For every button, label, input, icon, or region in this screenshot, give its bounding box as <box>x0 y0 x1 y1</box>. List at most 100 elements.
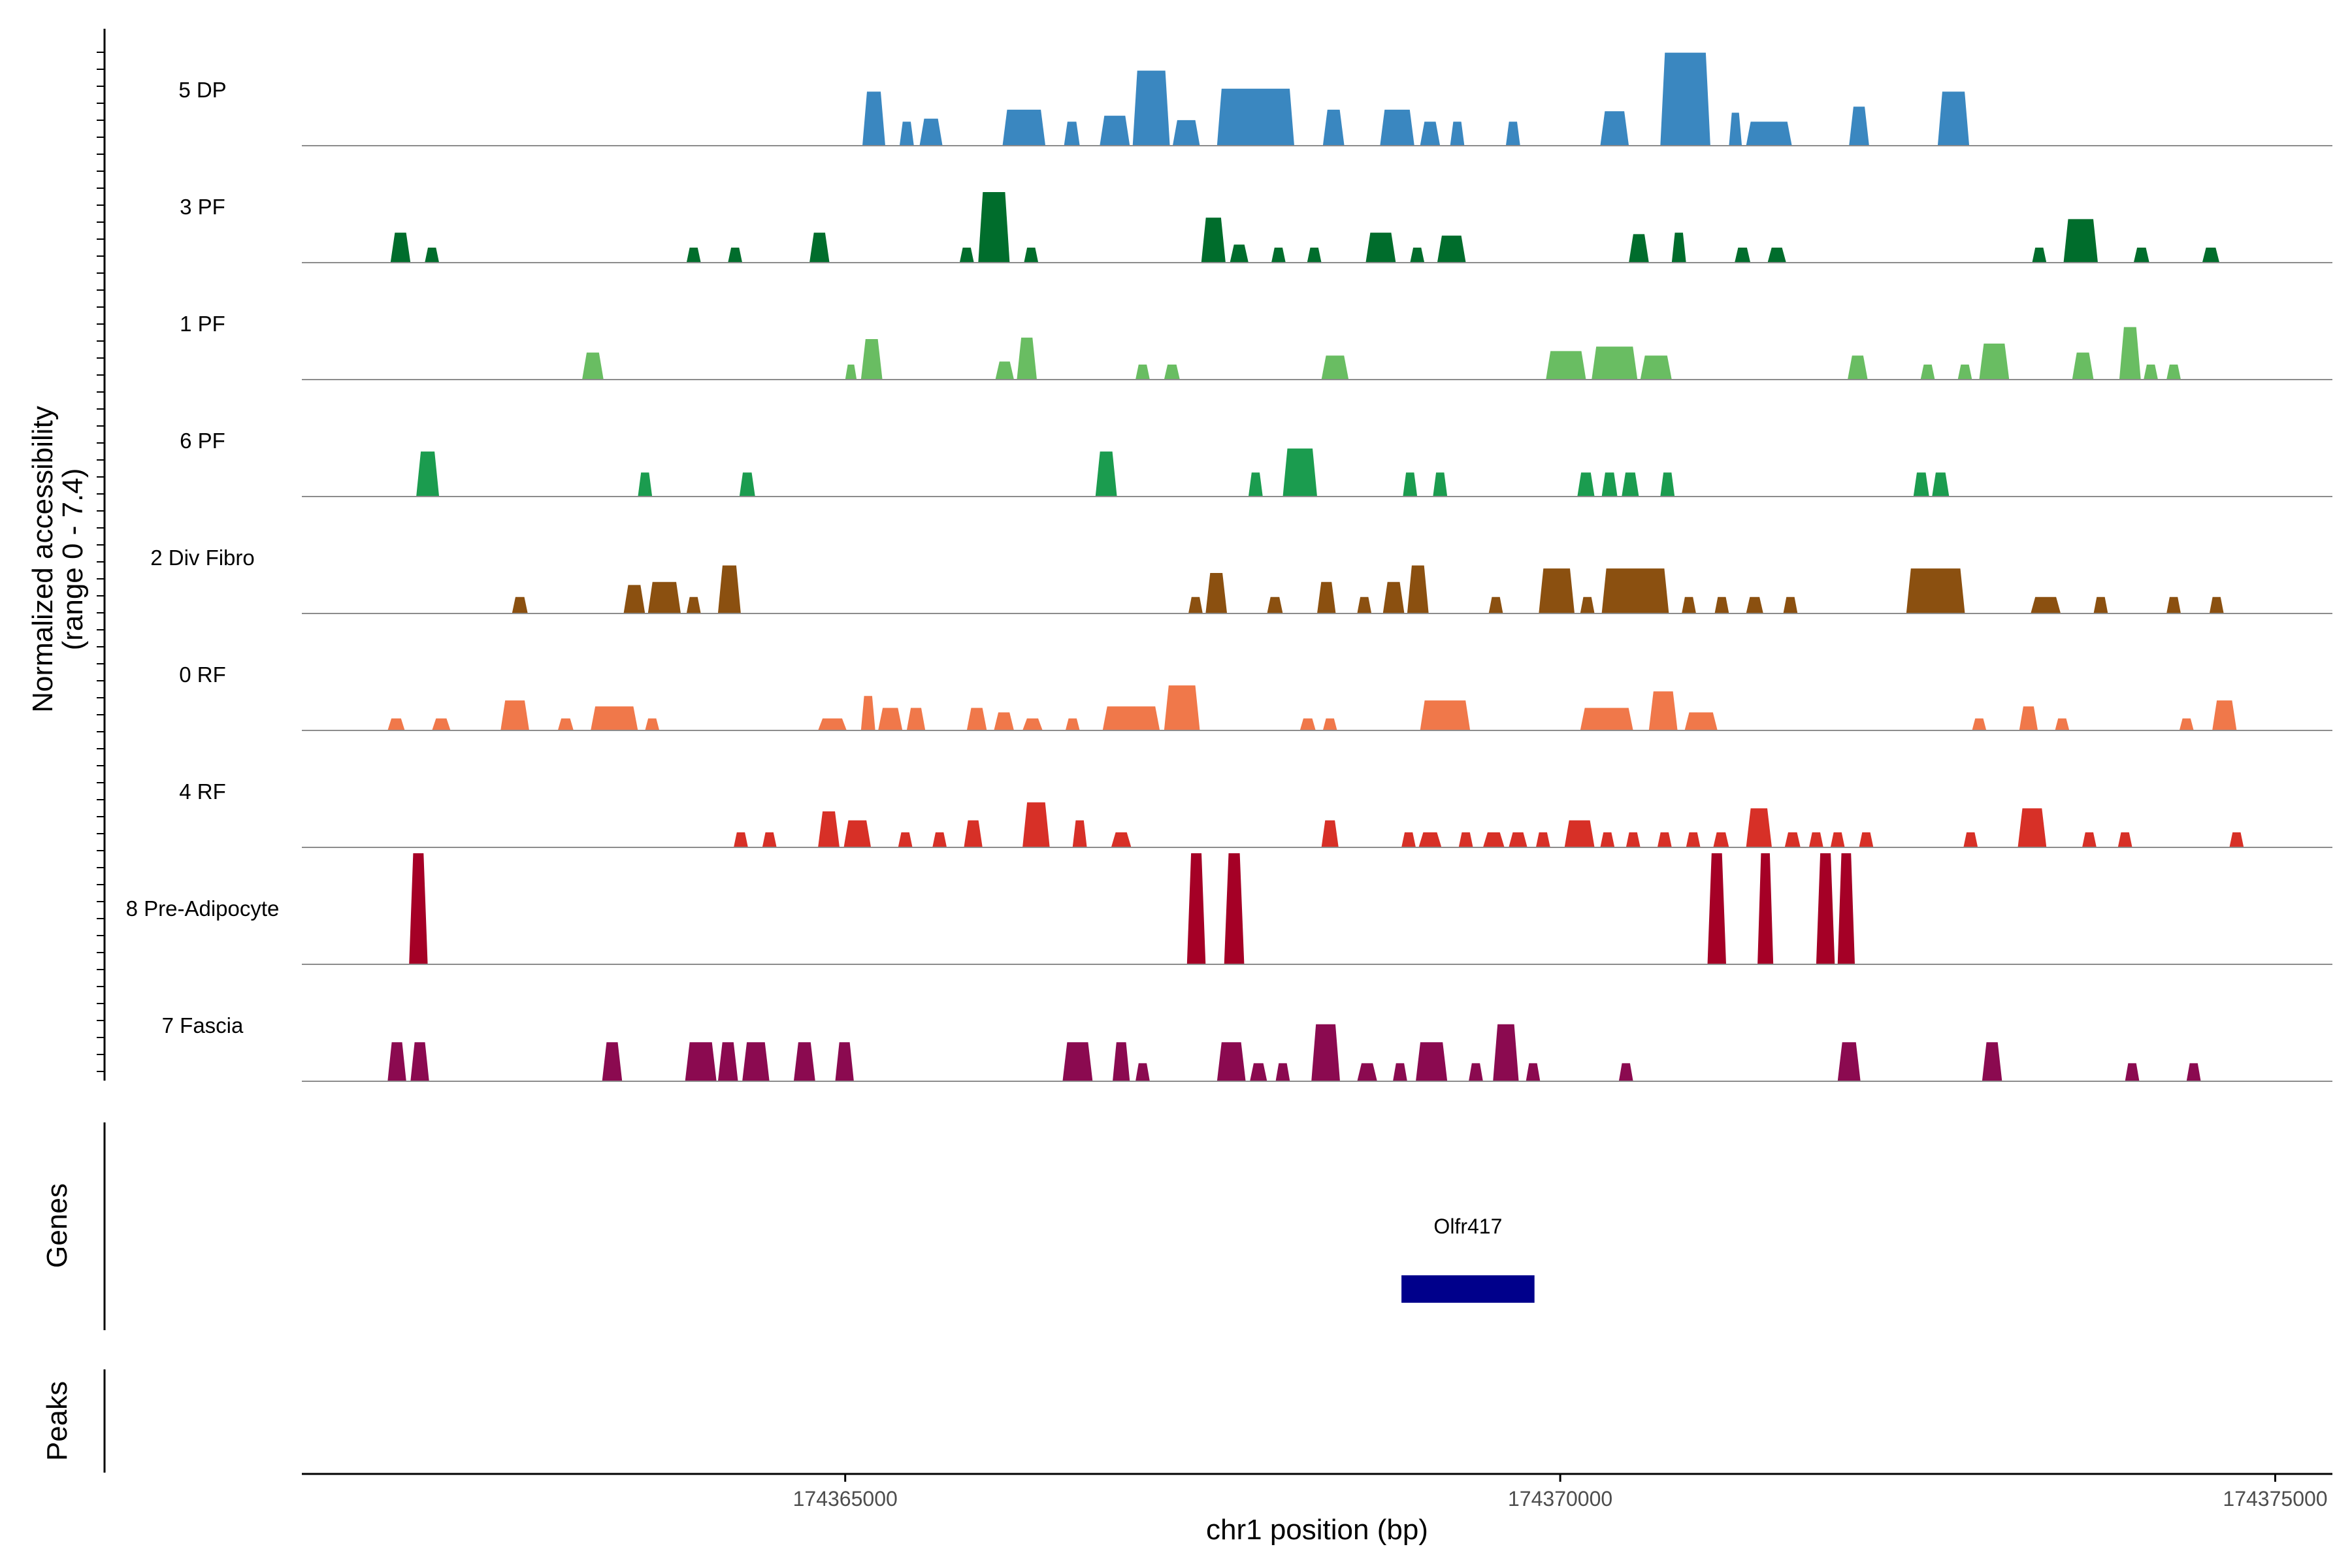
track-peak <box>387 1042 406 1081</box>
track-peak <box>1937 91 1970 146</box>
track-peak <box>1111 832 1132 847</box>
track-peak <box>1321 355 1349 380</box>
track-peak <box>919 118 943 146</box>
track-peak <box>1982 1042 2002 1081</box>
track-peak <box>2055 718 2070 730</box>
track-peak <box>1469 1063 1483 1081</box>
track-peak <box>2119 327 2141 380</box>
track-peak <box>638 472 653 497</box>
track-peak <box>1660 52 1710 146</box>
track-peak <box>932 832 947 847</box>
track-peak <box>1913 472 1929 497</box>
track-peak <box>1321 820 1339 847</box>
track-peak <box>1416 1042 1448 1081</box>
track-peak <box>1064 122 1080 146</box>
track-peak <box>1322 109 1345 146</box>
track-peak <box>645 718 660 730</box>
track-peak <box>2063 219 2098 263</box>
track-label: 4 RF <box>179 779 226 804</box>
track-8-pre-adipocyte: 8 Pre-Adipocyte <box>126 853 2332 965</box>
track-peak <box>1592 346 1638 380</box>
track-peak <box>1224 853 1245 964</box>
track-peak <box>1757 853 1774 964</box>
track-peak <box>1100 116 1130 146</box>
track-peak <box>1618 1063 1633 1081</box>
track-peak <box>2229 832 2244 847</box>
y-axis-title-line1: Normalized accessibility <box>27 406 59 712</box>
track-peak <box>1979 343 2010 380</box>
track-peak <box>2133 248 2149 263</box>
track-peak <box>728 248 743 263</box>
track-peak <box>845 365 857 380</box>
track-peak <box>995 361 1014 380</box>
track-peak <box>818 811 840 847</box>
track-peak <box>1488 596 1503 613</box>
track-peak <box>1963 832 1978 847</box>
track-peak <box>959 248 974 263</box>
track-peak <box>1859 832 1874 847</box>
track-7-fascia: 7 Fascia <box>162 1013 2332 1082</box>
track-peak <box>1135 1063 1150 1081</box>
track-peak <box>1420 700 1471 730</box>
track-peak <box>1784 832 1801 847</box>
track-peak <box>1458 832 1473 847</box>
track-peak <box>410 1042 429 1081</box>
track-peak <box>1783 596 1798 613</box>
track-peak <box>623 585 645 613</box>
track-peak <box>862 91 885 146</box>
track-peak <box>2032 248 2047 263</box>
track-peak <box>2144 365 2158 380</box>
track-peak <box>1671 233 1686 263</box>
track-peak <box>1317 581 1336 613</box>
track-peak <box>2017 808 2047 847</box>
track-peak <box>1625 832 1641 847</box>
track-peak <box>2093 596 2108 613</box>
track-peak <box>1746 122 1792 146</box>
track-peak <box>1600 832 1615 847</box>
track-peak <box>762 832 777 847</box>
track-peak <box>1505 122 1520 146</box>
y-axis-title-line2: (range 0 - 7.4) <box>57 468 89 651</box>
track-peak <box>1095 451 1117 497</box>
track-peak <box>1808 832 1823 847</box>
track-peak <box>1102 706 1160 730</box>
track-peak <box>1267 596 1283 613</box>
track-peak <box>1493 1024 1519 1081</box>
track-peak <box>1186 853 1206 964</box>
track-peak <box>878 708 903 730</box>
track-label: 5 DP <box>178 78 226 102</box>
track-peak <box>1539 568 1575 613</box>
track-2-div-fibro: 2 Div Fibro <box>150 546 2332 614</box>
track-peak <box>1357 1063 1377 1081</box>
track-peak <box>591 706 638 730</box>
track-label: 0 RF <box>179 662 226 687</box>
track-peak <box>1275 1063 1290 1081</box>
track-peak <box>425 248 440 263</box>
track-peak <box>1714 596 1729 613</box>
track-peak <box>2125 1063 2140 1081</box>
track-peak <box>2166 596 2181 613</box>
track-peak <box>1172 120 1200 146</box>
track-0-rf: 0 RF <box>179 662 2332 731</box>
track-peak <box>1024 248 1039 263</box>
track-peak <box>1410 248 1425 263</box>
track-peak <box>1201 218 1226 263</box>
track-peak <box>500 700 529 730</box>
track-peak <box>964 820 983 847</box>
track-peak <box>1546 351 1586 380</box>
track-peak <box>1418 832 1442 847</box>
track-peak <box>1682 596 1696 613</box>
track-peak <box>1816 853 1835 964</box>
track-peak <box>1132 71 1170 146</box>
track-peak <box>1526 1063 1541 1081</box>
track-peak <box>966 708 987 730</box>
track-peak <box>1217 1042 1246 1081</box>
track-peak <box>685 1042 717 1081</box>
track-peak <box>2212 700 2237 730</box>
track-label: 7 Fascia <box>162 1013 244 1037</box>
track-peak <box>1420 122 1441 146</box>
track-peak <box>512 596 528 613</box>
track-peak <box>409 853 428 964</box>
track-peak <box>1022 718 1043 730</box>
